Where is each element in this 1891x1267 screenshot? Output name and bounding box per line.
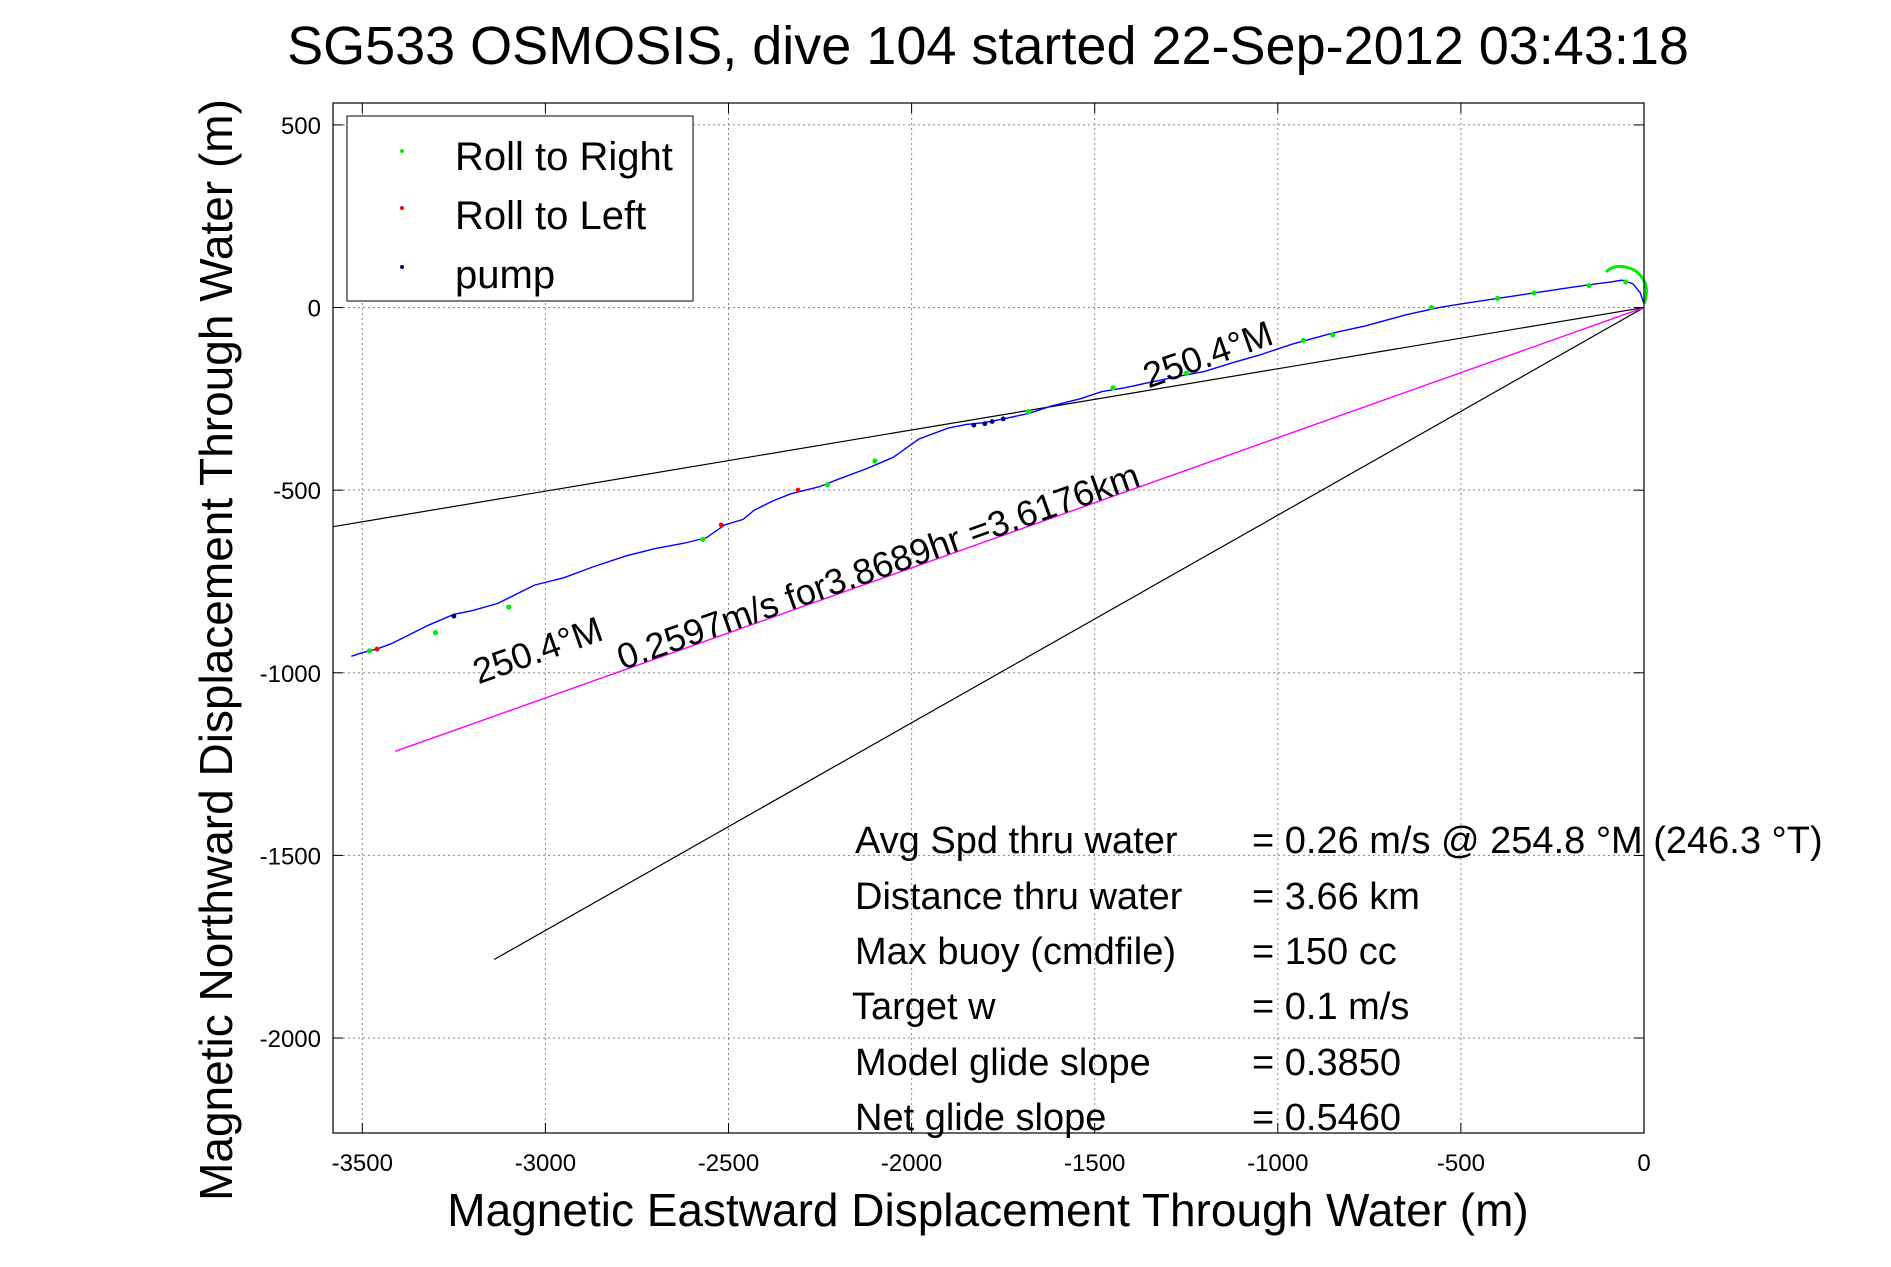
stat-label-target-w: Target w xyxy=(852,986,996,1028)
x-axis-label: Magnetic Eastward Displacement Through W… xyxy=(447,1184,1528,1236)
y-tick-label: 500 xyxy=(281,113,321,140)
roll-right-point xyxy=(1330,332,1336,338)
roll-right-point xyxy=(1586,283,1592,289)
y-tick-label: -2000 xyxy=(260,1026,321,1053)
y-tick-label: 0 xyxy=(308,296,321,323)
reference-lines xyxy=(332,306,1645,961)
track-series xyxy=(351,264,1648,658)
stat-value-avg-speed: = 0.26 m/s @ 254.8 °M (246.3 °T) xyxy=(1252,820,1823,862)
legend-label-roll-left: Roll to Left xyxy=(455,194,646,238)
x-tick-label: -1500 xyxy=(1064,1150,1125,1177)
y-axis-label: Magnetic Northward Displacement Through … xyxy=(190,99,242,1201)
y-tick-label: -1000 xyxy=(260,661,321,688)
marker-series xyxy=(367,279,1629,654)
roll-right-point xyxy=(367,648,373,654)
stat-value-target-w: = 0.1 m/s xyxy=(1252,986,1409,1028)
roll-right-point xyxy=(432,630,439,636)
stat-value-model-glide: = 0.3850 xyxy=(1252,1042,1401,1084)
reference-line xyxy=(332,306,1645,528)
reference-line xyxy=(493,307,1645,961)
x-tick-label: -3500 xyxy=(332,1150,393,1177)
roll-right-point xyxy=(1623,279,1629,285)
stat-label-max-buoy: Max buoy (cmdfile) xyxy=(855,931,1176,973)
legend-marker-roll-right xyxy=(400,149,404,153)
roll-right-point xyxy=(1300,337,1307,344)
y-tick-label: -1500 xyxy=(260,843,321,870)
x-tick-label: -2500 xyxy=(698,1150,759,1177)
stat-label-net-glide: Net glide slope xyxy=(855,1097,1106,1139)
x-tick-label: -1000 xyxy=(1247,1150,1308,1177)
grid xyxy=(333,103,1645,1133)
legend-marker-roll-left xyxy=(400,206,404,210)
roll-right-point xyxy=(1429,304,1435,311)
stat-value-net-glide: = 0.5460 xyxy=(1252,1097,1401,1139)
plot-frame xyxy=(332,102,1645,1134)
roll-left-point xyxy=(795,487,801,493)
roll-right-point xyxy=(1183,370,1189,376)
legend: Roll to Right Roll to Left pump xyxy=(346,115,694,302)
roll-right-point xyxy=(1026,409,1032,415)
roll-left-point xyxy=(374,646,380,652)
roll-right-point xyxy=(1494,295,1501,302)
x-tick-label: -3000 xyxy=(515,1150,576,1177)
roll-right-point xyxy=(1110,385,1116,391)
stat-label-model-glide: Model glide slope xyxy=(855,1042,1151,1084)
pump-point xyxy=(1000,416,1006,422)
roll-right-point xyxy=(700,536,706,543)
x-tick-label: -500 xyxy=(1437,1150,1485,1177)
track-line xyxy=(351,279,1645,658)
legend-marker-pump xyxy=(400,265,404,269)
pump-point xyxy=(971,422,977,428)
average-heading-line xyxy=(395,306,1645,752)
axis-ticks: -3500 -3000 -2500 -2000 -1500 -1000 -500 0 500 0 -… xyxy=(260,103,1651,1177)
stats-block: Avg Spd thru water = 0.26 m/s @ 254.8 °M… xyxy=(852,820,1823,1139)
roll-right-point xyxy=(872,458,878,464)
track-turn-loop xyxy=(1604,264,1648,305)
roll-left-point xyxy=(718,522,724,528)
chart-title: SG533 OSMOSIS, dive 104 started 22-Sep-2… xyxy=(287,16,1689,76)
legend-label-pump: pump xyxy=(455,253,555,297)
legend-box xyxy=(346,115,694,302)
x-tick-label: 0 xyxy=(1637,1150,1650,1177)
legend-label-roll-right: Roll to Right xyxy=(455,135,673,179)
stat-label-avg-speed: Avg Spd thru water xyxy=(855,820,1178,862)
x-tick-label: -2000 xyxy=(881,1150,942,1177)
pump-point xyxy=(989,419,995,424)
pump-point xyxy=(982,421,988,427)
roll-right-point xyxy=(506,604,512,610)
stat-value-max-buoy: = 150 cc xyxy=(1252,931,1397,973)
y-tick-label: -500 xyxy=(273,478,321,505)
stat-value-distance: = 3.66 km xyxy=(1252,876,1420,918)
roll-right-point xyxy=(1531,290,1537,296)
stat-label-distance: Distance thru water xyxy=(855,876,1183,918)
roll-right-point xyxy=(824,482,830,488)
pump-point xyxy=(451,613,457,619)
